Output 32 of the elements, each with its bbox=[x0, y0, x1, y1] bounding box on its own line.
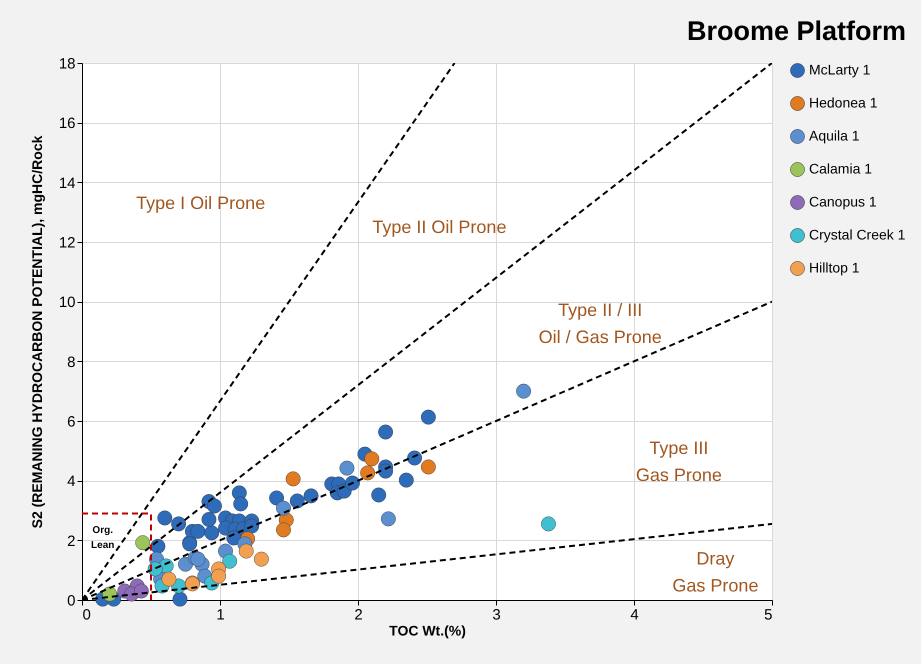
annotation: Dray Gas Prone bbox=[672, 548, 758, 596]
annotation: Type II / III Oil / Gas Prone bbox=[538, 300, 662, 348]
y-tick-label: 12 bbox=[58, 234, 76, 252]
legend-label: Aquila 1 bbox=[809, 128, 860, 144]
x-tick-label: 2 bbox=[354, 606, 363, 624]
annotation: Org. Lean bbox=[91, 525, 114, 552]
y-tick-label: 16 bbox=[58, 115, 76, 132]
x-tick-label: 4 bbox=[630, 606, 639, 624]
legend-label: McLarty 1 bbox=[809, 62, 871, 78]
annotation: Type III Gas Prone bbox=[636, 438, 722, 486]
y-tick-label: 6 bbox=[67, 414, 76, 430]
x-tick-label: 3 bbox=[492, 606, 501, 624]
y-tick-label: 4 bbox=[67, 473, 76, 490]
y-tick-label: 14 bbox=[58, 174, 76, 192]
x-tick-label: 0 bbox=[82, 606, 91, 624]
y-tick-label: 8 bbox=[67, 354, 76, 371]
y-tick-label: 18 bbox=[58, 56, 76, 72]
x-axis-title: TOC Wt.(%) bbox=[389, 622, 466, 638]
x-tick-label: 5 bbox=[764, 606, 772, 624]
y-tick-label: 0 bbox=[67, 592, 76, 610]
y-axis-title: S2 (REMANING HYDROCARBON POTENTIAL), mgHC/Rock bbox=[28, 135, 45, 528]
legend-label: Hedonea 1 bbox=[809, 94, 878, 110]
legend-label: Canopus 1 bbox=[809, 194, 877, 210]
legend-label: Calamia 1 bbox=[809, 160, 872, 176]
annotation: Type I Oil Prone bbox=[136, 193, 266, 214]
chart-title: Broome Platform bbox=[686, 16, 906, 46]
y-tick-label: 10 bbox=[58, 294, 76, 312]
legend-label: Crystal Creek 1 bbox=[809, 226, 906, 242]
x-tick-label: 1 bbox=[216, 606, 225, 624]
legend-label: Hilltop 1 bbox=[809, 260, 860, 276]
y-tick-label: 2 bbox=[67, 532, 76, 550]
annotation: Type II Oil Prone bbox=[372, 216, 506, 237]
